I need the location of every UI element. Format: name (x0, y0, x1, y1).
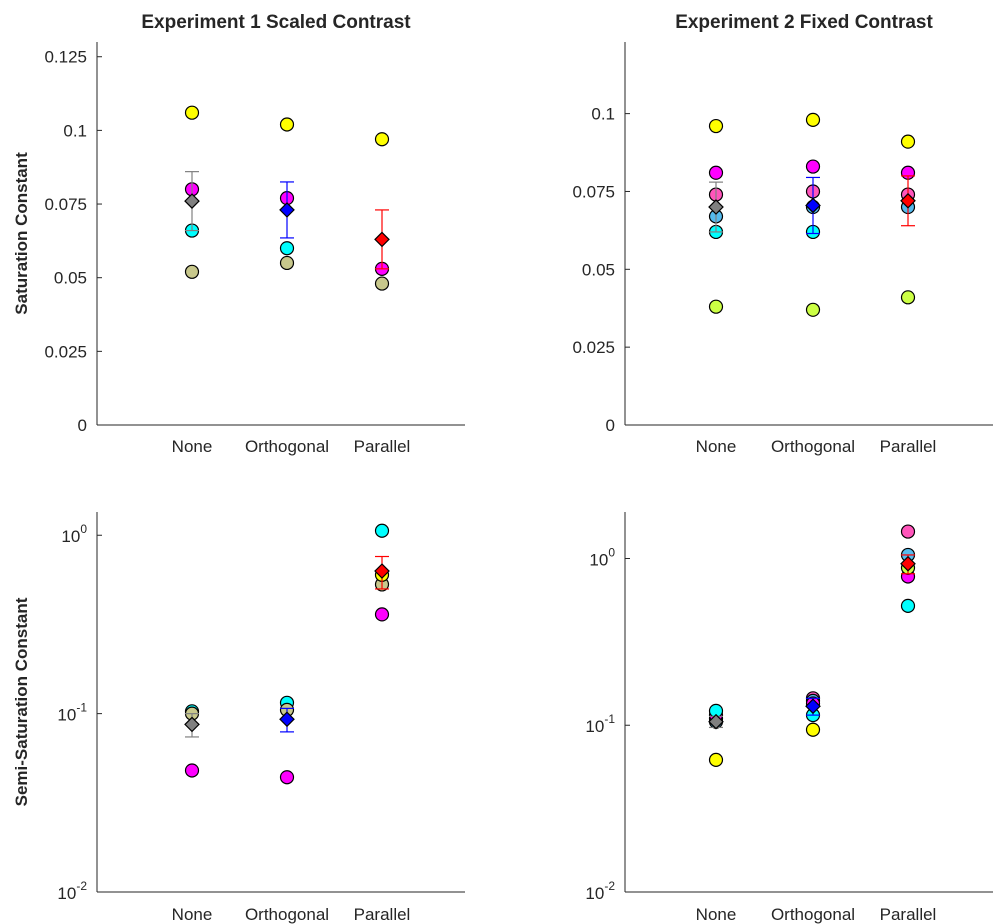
mean-marker (374, 563, 390, 579)
participant-point (805, 302, 821, 317)
mean-marker (184, 716, 200, 733)
participant-point (805, 159, 821, 174)
y-tick-label: 10-1 (585, 712, 615, 736)
participant-point (374, 607, 390, 622)
y-tick-label: 0.025 (572, 338, 615, 357)
participant-point (374, 276, 390, 291)
participant-point (279, 770, 295, 785)
x-tick-label: None (172, 905, 213, 924)
mean-marker (279, 711, 295, 728)
participant-point (374, 523, 390, 538)
panel-exp1-saturation: 0 0.025 0.05 0.075 0.1 0.125 None Orthogonal Par… (12, 12, 465, 456)
mean-marker (805, 197, 821, 214)
y-axis-label: Saturation Constant (12, 152, 31, 315)
mean-marker (279, 202, 295, 218)
participant-point (184, 105, 200, 120)
y-axis-label: Semi-Saturation Constant (12, 597, 31, 806)
participant-point (708, 299, 724, 314)
x-tick-label: Parallel (354, 905, 411, 924)
participant-point (900, 290, 916, 305)
participant-point (184, 763, 200, 778)
y-tick-label: 10-2 (585, 879, 615, 903)
y-tick-label: 0.075 (44, 195, 87, 214)
panel-exp1-semi-saturation: 10-2 10-1 100 None Orthogonal Parallel Semi-Sa… (12, 512, 465, 924)
y-tick-label: 100 (589, 545, 615, 569)
mean-marker (708, 199, 724, 215)
x-tick-label: Orthogonal (771, 437, 855, 456)
y-tick-label: 100 (61, 522, 87, 546)
x-tick-label: Orthogonal (245, 437, 329, 456)
y-tick-label: 0.05 (54, 269, 87, 288)
participant-point (900, 524, 916, 539)
mean-marker (900, 192, 916, 209)
x-tick-label: None (172, 437, 213, 456)
y-tick-label: 0 (606, 416, 615, 435)
mean-marker (900, 555, 916, 572)
y-tick-label: 0.125 (44, 48, 87, 67)
mean-marker (374, 231, 390, 248)
y-tick-label: 0.05 (582, 260, 615, 279)
panel-exp2-semi-saturation: 10-2 10-1 100 None Orthogonal Parallel (585, 512, 993, 924)
panel-exp2-saturation: 0 0.025 0.05 0.075 0.1 None Orthogonal Parallel… (572, 12, 993, 456)
mean-marker (805, 698, 821, 715)
x-tick-label: Parallel (880, 437, 937, 456)
x-tick-label: Orthogonal (245, 905, 329, 924)
y-tick-label: 0.1 (591, 105, 615, 124)
panel-title: Experiment 2 Fixed Contrast (675, 12, 933, 33)
participant-point (708, 165, 724, 180)
panel-title: Experiment 1 Scaled Contrast (141, 12, 411, 33)
mean-marker (708, 713, 724, 730)
participant-point (279, 255, 295, 271)
participant-point (805, 722, 821, 737)
participant-point (708, 752, 724, 767)
participant-point (184, 264, 200, 279)
y-tick-label: 10-2 (57, 879, 87, 903)
y-tick-label: 10-1 (57, 701, 87, 725)
participant-point (374, 132, 390, 147)
y-tick-label: 0 (78, 416, 87, 435)
participant-point (805, 112, 821, 127)
participant-point (708, 118, 724, 134)
y-tick-label: 0.025 (44, 342, 87, 361)
x-tick-label: Parallel (880, 905, 937, 924)
participant-point (900, 134, 916, 149)
y-tick-label: 0.075 (572, 182, 615, 201)
x-tick-label: Parallel (354, 437, 411, 456)
x-tick-label: None (696, 905, 737, 924)
mean-marker (184, 193, 200, 209)
participant-point (900, 598, 916, 613)
participant-point (279, 241, 295, 256)
x-tick-label: None (696, 437, 737, 456)
x-tick-label: Orthogonal (771, 905, 855, 924)
participant-point (279, 117, 295, 132)
y-tick-label: 0.1 (63, 121, 87, 140)
